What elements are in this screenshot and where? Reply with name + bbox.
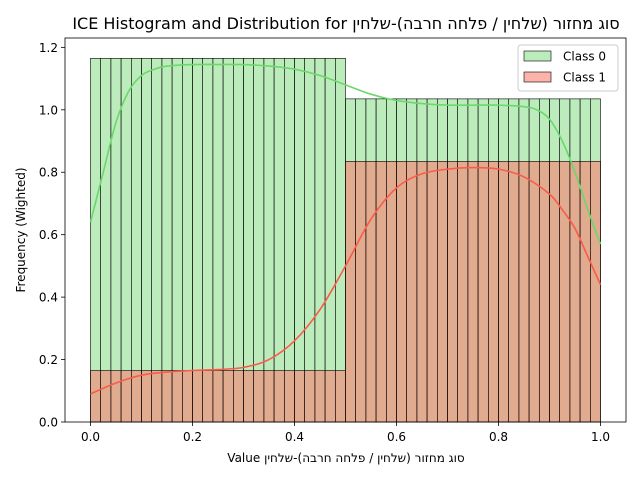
bar xyxy=(334,370,346,423)
kde-line-class-0 xyxy=(89,63,602,245)
bar xyxy=(151,57,163,423)
y-tick-label: 0.4 xyxy=(39,291,58,305)
bar xyxy=(222,370,234,423)
bar xyxy=(192,57,203,423)
bar xyxy=(212,57,224,423)
bar xyxy=(477,161,489,423)
y-tick-label: 0.2 xyxy=(39,353,58,367)
bar xyxy=(314,370,326,423)
kde-layer xyxy=(89,63,602,395)
bar xyxy=(273,57,285,423)
bar xyxy=(294,57,305,423)
bar xyxy=(90,370,101,423)
kde-line-class-1 xyxy=(90,166,602,395)
bar xyxy=(202,57,214,423)
bars-layer xyxy=(90,57,601,423)
bar xyxy=(487,161,499,423)
bar xyxy=(212,370,224,423)
bar xyxy=(406,161,418,423)
x-tick-label: 0.6 xyxy=(387,430,406,444)
bar xyxy=(161,370,173,423)
bar xyxy=(120,57,132,423)
bar xyxy=(243,370,254,423)
bar xyxy=(283,57,295,423)
bar xyxy=(508,161,520,423)
bar xyxy=(294,370,305,423)
bar xyxy=(467,161,479,423)
bar xyxy=(365,161,377,423)
bar xyxy=(222,57,234,423)
bar xyxy=(436,161,448,423)
x-axis: 0.0 0.2 0.4 0.6 0.8 1.0 xyxy=(81,422,610,444)
chart-title: ICE Histogram and Distribution for סוג מ… xyxy=(72,14,619,33)
bar xyxy=(253,370,265,423)
bar xyxy=(182,57,193,423)
y-tick-label: 0.0 xyxy=(39,416,58,430)
bar xyxy=(538,161,550,423)
bar xyxy=(131,57,142,423)
bar xyxy=(426,161,438,423)
bar xyxy=(263,370,275,423)
bar xyxy=(182,370,193,423)
y-tick-label: 1.2 xyxy=(39,41,58,55)
bar xyxy=(171,370,183,423)
bar xyxy=(100,370,112,423)
bar xyxy=(141,57,152,423)
bar xyxy=(131,370,142,423)
bar xyxy=(396,161,407,423)
bar xyxy=(100,57,112,423)
bar xyxy=(233,370,244,423)
bar xyxy=(569,161,581,423)
x-tick-label: 0.4 xyxy=(285,430,304,444)
bar xyxy=(141,370,152,423)
bar xyxy=(110,370,122,423)
x-tick-label: 0.0 xyxy=(81,430,100,444)
bar xyxy=(314,57,326,423)
bar xyxy=(324,370,336,423)
bar xyxy=(324,57,336,423)
bar xyxy=(304,57,316,423)
bar xyxy=(589,161,601,423)
legend: Class 0 Class 1 xyxy=(517,44,619,92)
bar xyxy=(90,57,101,423)
bar xyxy=(253,57,265,423)
bar xyxy=(273,370,285,423)
bar xyxy=(334,57,346,423)
legend-label: Class 1 xyxy=(563,71,606,85)
y-axis: 0.0 0.2 0.4 0.6 0.8 1.0 1.2 xyxy=(39,41,65,430)
bar xyxy=(192,370,203,423)
legend-label: Class 0 xyxy=(563,50,606,64)
y-tick-label: 0.6 xyxy=(39,228,58,242)
legend-swatch xyxy=(523,50,552,62)
bar xyxy=(345,161,356,423)
x-axis-label: סוג מחזור (שלחין / פלחה חרבה)-שלחין Valu… xyxy=(227,451,465,465)
x-tick-label: 0.8 xyxy=(489,430,508,444)
bar xyxy=(171,57,183,423)
bar xyxy=(151,370,163,423)
x-tick-label: 1.0 xyxy=(591,430,610,444)
bar xyxy=(416,161,428,423)
x-tick-label: 0.2 xyxy=(183,430,202,444)
y-tick-label: 0.8 xyxy=(39,166,58,180)
bar xyxy=(559,161,571,423)
bar xyxy=(283,370,295,423)
bar xyxy=(447,161,458,423)
bar xyxy=(355,161,367,423)
bar xyxy=(202,370,214,423)
y-tick-label: 1.0 xyxy=(39,103,58,117)
legend-swatch xyxy=(523,71,552,83)
bar xyxy=(385,161,397,423)
bar xyxy=(263,57,275,423)
bar xyxy=(457,161,469,423)
bar xyxy=(304,370,316,423)
bar xyxy=(161,57,173,423)
bar xyxy=(518,161,530,423)
bar xyxy=(498,161,509,423)
bar xyxy=(528,161,540,423)
plot-frame xyxy=(64,37,627,423)
y-axis-label: Frequency (Wighted) xyxy=(14,167,28,292)
